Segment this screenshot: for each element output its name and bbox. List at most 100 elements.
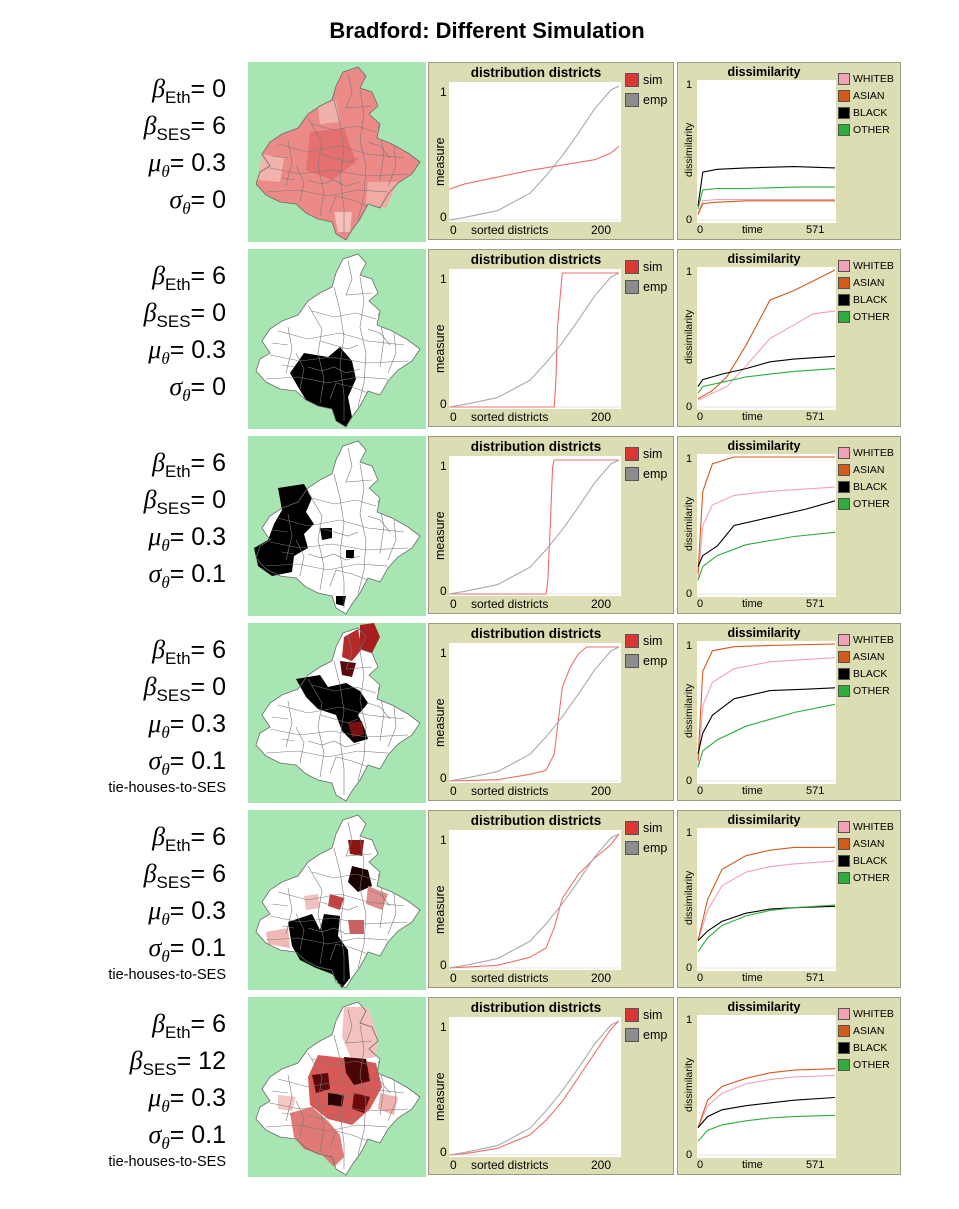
param-subscript: θ: [161, 162, 170, 181]
series-line-sim: [449, 833, 620, 969]
parameter-block: βEth= 6 βSES= 0 μθ= 0.3 σθ= 0.1 tie-houses-t…: [0, 623, 232, 803]
dissimilarity-plot: [697, 454, 836, 597]
map-district-region: [342, 1007, 378, 1061]
param-subscript: θ: [182, 386, 191, 405]
series-line-whiteb: [697, 198, 835, 214]
series-line-asian: [697, 643, 836, 761]
legend-swatch: [625, 73, 639, 87]
y-tick-label: 0: [686, 401, 693, 413]
legend: sim emp: [625, 631, 667, 671]
plot-area: [697, 166, 836, 221]
series-line-emp: [449, 646, 620, 782]
legend: sim emp: [625, 70, 667, 110]
district-boundary: [269, 1102, 409, 1112]
legend-item-sim: sim: [625, 1005, 667, 1025]
param-value: = 0.3: [169, 523, 226, 551]
param-symbol: σ: [148, 746, 162, 775]
param-subscript: SES: [156, 499, 191, 518]
mu-theta-param: μθ= 0.3: [148, 711, 226, 742]
param-symbol: β: [143, 485, 157, 514]
legend-swatch: [838, 497, 850, 510]
series-line-asian: [697, 269, 836, 400]
district-boundary: [307, 491, 325, 591]
district-boundary: [281, 364, 295, 368]
legend-item-whiteb: WHITEB: [838, 444, 894, 461]
legend-label: OTHER: [853, 871, 890, 884]
district-boundaries: [265, 447, 409, 608]
dissimilarity-panel: dissimilarity 1 0 dissimilarity 0 time 571 WHIT…: [677, 997, 901, 1175]
param-subscript: θ: [161, 723, 170, 742]
parameter-block: βEth= 6 βSES= 12 μθ= 0.3 σθ= 0.1 tie-houses-…: [0, 997, 232, 1177]
plot-area: [449, 272, 620, 408]
param-symbol: β: [152, 822, 166, 851]
legend-label: OTHER: [853, 1058, 890, 1071]
x-tick-label: 200: [591, 410, 612, 424]
district-boundary: [387, 893, 397, 935]
beta-eth-param: βEth= 6: [152, 1009, 226, 1042]
series-line-whiteb: [697, 1074, 836, 1128]
city-outline: [255, 627, 421, 802]
param-symbol: β: [143, 298, 157, 327]
series-line-sim: [449, 646, 619, 782]
y-tick-label: 0: [440, 1145, 447, 1159]
y-tick-label: 1: [440, 646, 447, 660]
district-boundary: [357, 276, 367, 408]
sigma-theta-param: σθ= 0: [169, 374, 226, 405]
y-tick-label: 1: [686, 266, 693, 278]
legend-label: emp: [643, 280, 668, 294]
param-value: = 0.1: [169, 1121, 226, 1149]
district-boundary: [269, 167, 409, 177]
legend-label: WHITEB: [853, 446, 894, 459]
map-district-region: [348, 721, 364, 737]
legend-label: emp: [643, 93, 668, 107]
district-boundary: [387, 706, 397, 748]
dissimilarity-panel: dissimilarity 1 0 dissimilarity 0 time 571 WHIT…: [677, 436, 901, 614]
distribution-plot: [449, 1017, 621, 1157]
district-boundary: [311, 871, 377, 881]
dissimilarity-plot: [697, 80, 836, 223]
param-symbol: β: [143, 859, 157, 888]
district-boundary: [333, 1034, 345, 1169]
legend-item-other: OTHER: [838, 495, 894, 512]
distribution-districts-panel: distribution districts 1 0 measure 0 sorted d…: [428, 436, 674, 614]
map-district-region: [328, 1093, 344, 1107]
beta-ses-param: βSES= 6: [144, 113, 226, 144]
legend-label: ASIAN: [853, 650, 885, 663]
district-boundary: [265, 189, 389, 197]
dissimilarity-plot: [697, 1015, 836, 1158]
district-boundary: [357, 650, 367, 782]
figure-row: βEth= 6 βSES= 12 μθ= 0.3 σθ= 0.1 tie-houses-…: [0, 997, 959, 1177]
y-axis-label: measure: [433, 698, 447, 747]
legend-swatch: [838, 837, 850, 850]
distribution-districts-title: distribution districts: [470, 813, 602, 828]
x-tick-label: 200: [591, 223, 612, 237]
param-value: = 0: [190, 486, 226, 514]
param-symbol: β: [152, 1009, 166, 1038]
y-axis-label: measure: [433, 511, 447, 560]
plot-area: [697, 1068, 836, 1156]
legend-swatch: [838, 276, 850, 289]
plot-area: [697, 456, 836, 595]
map-district-region: [342, 629, 362, 661]
legend-swatch: [838, 89, 850, 102]
y-axis-label: measure: [433, 137, 447, 186]
map-district-region: [290, 1107, 344, 1167]
district-boundary: [367, 889, 391, 907]
district-boundary: [333, 286, 345, 421]
y-axis-label: dissimilarity: [683, 122, 695, 177]
legend-swatch: [838, 310, 850, 323]
plot-area: [697, 269, 836, 408]
param-symbol: σ: [148, 559, 162, 588]
legend-item-emp: emp: [625, 464, 667, 484]
district-boundary: [329, 382, 369, 400]
district-boundary: [319, 1088, 359, 1098]
x-tick-label: 571: [806, 1159, 825, 1171]
district-boundary: [265, 937, 389, 945]
x-axis-label: sorted districts: [471, 971, 549, 985]
district-boundary: [307, 553, 361, 561]
series-line-asian: [697, 200, 835, 215]
legend-swatch: [625, 260, 639, 274]
district-boundaries: [265, 634, 409, 795]
beta-eth-param: βEth= 6: [152, 822, 226, 855]
district-boundaries: [265, 260, 409, 421]
